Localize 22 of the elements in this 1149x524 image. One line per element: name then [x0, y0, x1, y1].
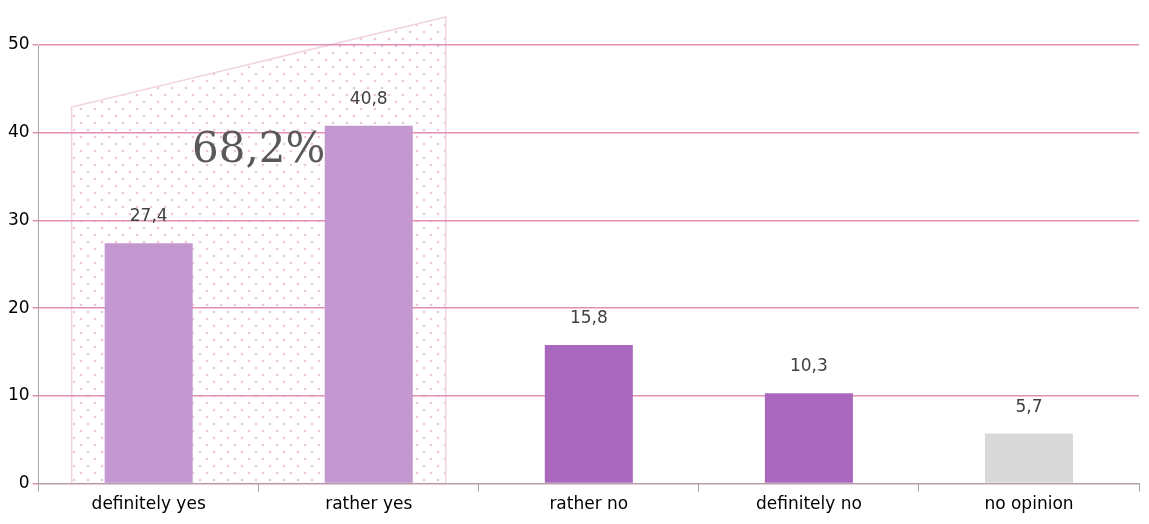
- y-tick-label: 20: [7, 296, 30, 317]
- x-tick-label: definitely yes: [91, 493, 206, 514]
- y-tick-label: 30: [7, 208, 30, 229]
- y-tick-label: 40: [7, 121, 30, 142]
- data-label: 40,8: [349, 87, 388, 108]
- bar: [984, 433, 1073, 483]
- bar: [764, 393, 853, 483]
- x-tick-label: rather no: [549, 493, 629, 514]
- y-tick-label: 50: [7, 33, 30, 54]
- bar: [544, 345, 633, 483]
- y-tick-label: 0: [18, 472, 30, 493]
- y-tick-label: 10: [7, 384, 30, 405]
- data-label: 27,4: [129, 205, 168, 226]
- x-tick-label: definitely no: [755, 493, 862, 514]
- bar: [324, 125, 413, 483]
- x-tick-label: no opinion: [984, 493, 1074, 514]
- bar: [104, 243, 193, 483]
- data-label: 15,8: [569, 306, 608, 327]
- data-label: 5,7: [1015, 395, 1043, 416]
- data-label: 10,3: [789, 355, 828, 376]
- x-tick-label: rather yes: [325, 493, 413, 514]
- band-label: 68,2%: [191, 122, 326, 172]
